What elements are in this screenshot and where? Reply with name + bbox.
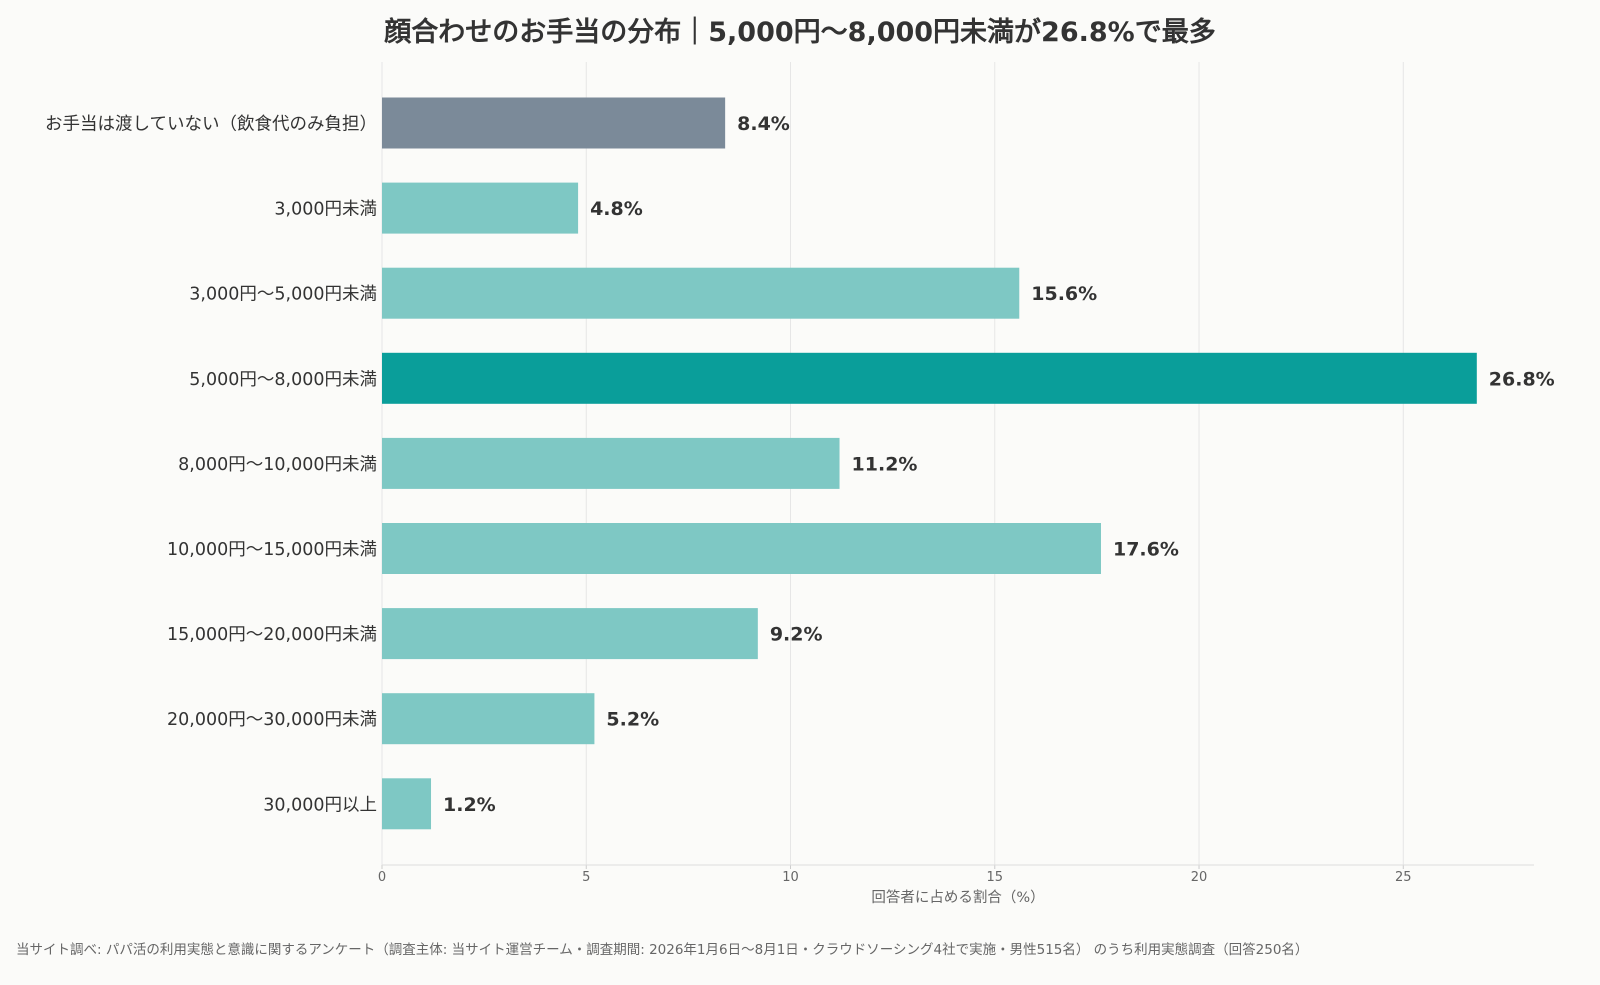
value-label-6: 17.6% xyxy=(1113,539,1179,561)
category-label-4: 5,000円〜8,000円未満 xyxy=(189,370,377,390)
value-label-7: 9.2% xyxy=(770,624,823,646)
category-label-9: 30,000円以上 xyxy=(263,795,377,815)
x-tick-label-25: 25 xyxy=(1395,870,1412,885)
bar-6 xyxy=(382,523,1101,574)
value-label-8: 5.2% xyxy=(606,709,659,731)
x-tick-label-0: 0 xyxy=(378,870,386,885)
x-tick-label-5: 5 xyxy=(582,870,590,885)
value-labels: 8.4% 4.8% 15.6% 26.8% 11.2% 17.6% 9.2% 5.2% 1.2% xyxy=(443,113,1555,816)
bar-9 xyxy=(382,778,432,830)
category-label-6: 10,000円〜15,000円未満 xyxy=(167,540,377,560)
bar-3 xyxy=(382,267,1020,319)
bar-8 xyxy=(382,693,595,745)
category-label-2: 3,000円未満 xyxy=(274,200,377,220)
category-label-5: 8,000円〜10,000円未満 xyxy=(178,455,377,475)
value-label-4: 26.8% xyxy=(1489,368,1555,390)
value-label-2: 4.8% xyxy=(590,198,643,220)
x-tick-label-15: 15 xyxy=(986,870,1003,885)
bars xyxy=(382,97,1477,830)
value-label-1: 8.4% xyxy=(737,113,790,135)
source-footnote: 当サイト調べ: パパ活の利用実態と意識に関するアンケート（調査主体: 当サイト運… xyxy=(16,942,1309,958)
bar-1 xyxy=(382,97,726,149)
value-label-5: 11.2% xyxy=(852,453,918,475)
bar-2 xyxy=(382,182,579,234)
value-label-9: 1.2% xyxy=(443,794,496,816)
bar-7 xyxy=(382,608,758,660)
category-label-1: お手当は渡していない（飲食代のみ負担） xyxy=(45,115,377,135)
bar-4 xyxy=(382,352,1477,404)
category-label-7: 15,000円〜20,000円未満 xyxy=(167,625,377,645)
x-axis-ticks: 0 5 10 15 20 25 xyxy=(378,865,1412,885)
category-label-3: 3,000円〜5,000円未満 xyxy=(189,285,377,305)
chart-title: 顔合わせのお手当の分布｜5,000円〜8,000円未満が26.8%で最多 xyxy=(384,17,1216,48)
x-axis-label: 回答者に占める割合（%） xyxy=(871,889,1044,906)
x-tick-label-10: 10 xyxy=(782,870,799,885)
category-labels: お手当は渡していない（飲食代のみ負担） 3,000円未満 3,000円〜5,000円… xyxy=(45,115,377,816)
category-label-8: 20,000円〜30,000円未満 xyxy=(167,710,377,730)
bar-5 xyxy=(382,437,840,489)
value-label-3: 15.6% xyxy=(1031,283,1097,305)
x-tick-label-20: 20 xyxy=(1191,870,1208,885)
